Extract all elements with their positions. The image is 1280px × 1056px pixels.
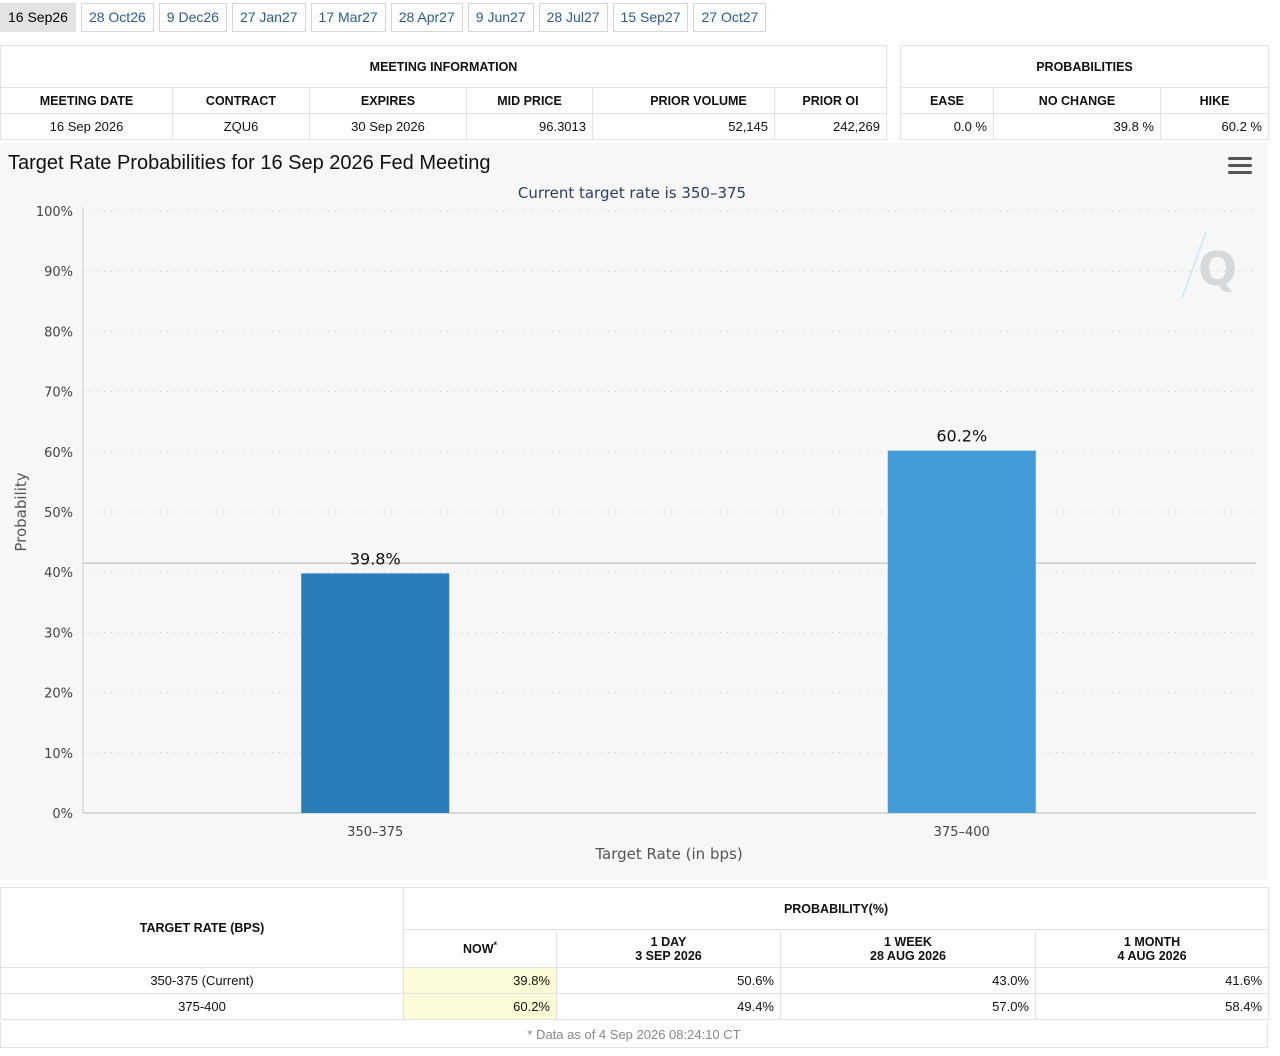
y-tick-label: 70% bbox=[44, 386, 73, 401]
table-row: 350-375 (Current) 39.8% 50.6% 43.0% 41.6… bbox=[0, 967, 1270, 994]
y-tick-label: 90% bbox=[44, 265, 73, 280]
probabilities-title: PROBABILITIES bbox=[900, 45, 1269, 88]
col-prior-volume: PRIOR VOLUME bbox=[592, 87, 775, 114]
cell-1-day: 49.4% bbox=[556, 993, 781, 1020]
data-timestamp-footnote: * Data as of 4 Sep 2026 08:24:10 CT bbox=[0, 1022, 1268, 1048]
col-no-change: NO CHANGE bbox=[993, 87, 1161, 114]
cell-prior-volume: 52,145 bbox=[592, 113, 775, 140]
col-1-month: 1 MONTH 4 AUG 2026 bbox=[1034, 929, 1270, 968]
tab-9-dec26[interactable]: 9 Dec26 bbox=[158, 3, 227, 32]
y-tick-label: 80% bbox=[44, 325, 73, 340]
probability-history-table: TARGET RATE (BPS) PROBABILITY(%) NOW* 1 … bbox=[0, 887, 1270, 1020]
tab-16-sep26[interactable]: 16 Sep26 bbox=[0, 3, 76, 32]
bar-2[interactable] bbox=[887, 450, 1036, 813]
cell-meeting-date: 16 Sep 2026 bbox=[0, 113, 173, 140]
x-tick-label: 375–400 bbox=[934, 825, 990, 840]
cell-1-day: 50.6% bbox=[556, 967, 781, 994]
quikstrike-logo-icon: Q bbox=[1181, 231, 1237, 299]
col-contract: CONTRACT bbox=[172, 87, 310, 114]
col-target-rate: TARGET RATE (BPS) bbox=[0, 887, 404, 968]
table-row: 375-400 60.2% 49.4% 57.0% 58.4% bbox=[0, 993, 1270, 1020]
y-axis-ticks: 0% 10% 20% 30% 40% 50% 60% 70% 80% 90% 100% bbox=[36, 205, 73, 822]
tab-17-mar27[interactable]: 17 Mar27 bbox=[310, 3, 386, 32]
col-1-day: 1 DAY 3 SEP 2026 bbox=[556, 929, 781, 968]
cell-1-month: 41.6% bbox=[1034, 967, 1270, 994]
y-tick-label: 100% bbox=[36, 205, 73, 220]
col-1-week: 1 WEEK 28 AUG 2026 bbox=[780, 929, 1036, 968]
y-tick-label: 60% bbox=[44, 446, 73, 461]
y-tick-label: 0% bbox=[52, 807, 73, 822]
cell-now: 60.2% bbox=[403, 993, 557, 1020]
cell-hike: 60.2 % bbox=[1160, 113, 1269, 140]
y-tick-label: 30% bbox=[44, 626, 73, 641]
tab-15-sep27[interactable]: 15 Sep27 bbox=[612, 3, 689, 32]
svg-text:Q: Q bbox=[1198, 242, 1237, 296]
chart-title: Target Rate Probabilities for 16 Sep 202… bbox=[8, 152, 491, 174]
cell-rate: 375-400 bbox=[0, 993, 404, 1020]
chart-subtitle: Current target rate is 350–375 bbox=[518, 184, 746, 202]
tab-27-jan27[interactable]: 27 Jan27 bbox=[231, 3, 306, 32]
cell-1-week: 43.0% bbox=[780, 967, 1036, 994]
meeting-info-title: MEETING INFORMATION bbox=[0, 45, 887, 88]
y-axis-label: Probability bbox=[12, 472, 30, 551]
cell-no-change: 39.8 % bbox=[993, 113, 1161, 140]
y-tick-label: 40% bbox=[44, 566, 73, 581]
y-tick-label: 50% bbox=[44, 506, 73, 521]
footnote-mark: * bbox=[493, 940, 498, 951]
bar-data-label: 39.8% bbox=[350, 549, 401, 568]
meeting-tabs: 16 Sep26 28 Oct26 9 Dec26 27 Jan27 17 Ma… bbox=[0, 3, 767, 33]
bar-data-label: 60.2% bbox=[936, 427, 987, 446]
bar-1[interactable] bbox=[301, 573, 450, 813]
tab-28-apr27[interactable]: 28 Apr27 bbox=[390, 3, 463, 32]
tab-9-jun27[interactable]: 9 Jun27 bbox=[467, 3, 534, 32]
tab-28-jul27[interactable]: 28 Jul27 bbox=[538, 3, 608, 32]
col-meeting-date: MEETING DATE bbox=[0, 87, 173, 114]
probability-chart: Target Rate Probabilities for 16 Sep 202… bbox=[8, 152, 1256, 863]
cell-1-week: 57.0% bbox=[780, 993, 1036, 1020]
cell-mid-price: 96.3013 bbox=[466, 113, 593, 140]
tab-27-oct27[interactable]: 27 Oct27 bbox=[693, 3, 767, 32]
x-axis-label: Target Rate (in bps) bbox=[594, 845, 742, 863]
x-axis-ticks: 350–375 375–400 bbox=[347, 825, 990, 840]
cell-now: 39.8% bbox=[403, 967, 557, 994]
chart-bars: 39.8% 60.2% bbox=[301, 427, 1036, 813]
cell-ease: 0.0 % bbox=[900, 113, 994, 140]
chart-gridlines bbox=[83, 210, 1256, 754]
tab-28-oct26[interactable]: 28 Oct26 bbox=[80, 3, 154, 32]
cell-1-month: 58.4% bbox=[1034, 993, 1270, 1020]
cell-prior-oi: 242,269 bbox=[774, 113, 887, 140]
y-tick-label: 20% bbox=[44, 687, 73, 702]
probabilities-table: PROBABILITIES EASE NO CHANGE HIKE 0.0 % … bbox=[900, 45, 1269, 140]
y-tick-label: 10% bbox=[44, 747, 73, 762]
chart-menu-icon[interactable] bbox=[1228, 157, 1252, 177]
col-expires: EXPIRES bbox=[309, 87, 467, 114]
cell-rate: 350-375 (Current) bbox=[0, 967, 404, 994]
col-prior-oi: PRIOR OI bbox=[774, 87, 887, 114]
meeting-info-table: MEETING INFORMATION MEETING DATE CONTRAC… bbox=[0, 45, 887, 140]
col-now: NOW* bbox=[403, 929, 557, 968]
probability-group-header: PROBABILITY(%) bbox=[402, 887, 1270, 930]
x-tick-label: 350–375 bbox=[347, 825, 403, 840]
